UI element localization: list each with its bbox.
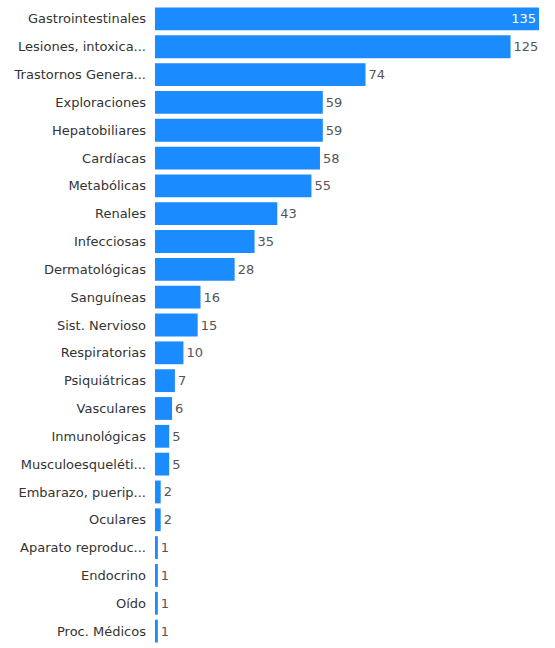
svg-text:1: 1 (161, 596, 169, 611)
svg-text:Hepatobiliares: Hepatobiliares (52, 123, 146, 138)
svg-text:Aparato reproduc...: Aparato reproduc... (20, 540, 146, 555)
svg-text:59: 59 (326, 95, 343, 110)
svg-text:Embarazo, puerip...: Embarazo, puerip... (18, 485, 146, 500)
svg-text:Metabólicas: Metabólicas (68, 178, 146, 193)
svg-text:58: 58 (323, 151, 340, 166)
svg-text:74: 74 (368, 67, 385, 82)
svg-text:Oído: Oído (116, 596, 146, 611)
svg-text:15: 15 (201, 318, 218, 333)
svg-text:Lesiones, intoxica...: Lesiones, intoxica... (18, 39, 146, 54)
svg-text:2: 2 (164, 484, 172, 499)
svg-text:2: 2 (164, 512, 172, 527)
svg-text:Exploraciones: Exploraciones (55, 95, 146, 110)
svg-text:55: 55 (314, 178, 331, 193)
svg-text:1: 1 (161, 624, 169, 639)
svg-text:7: 7 (178, 373, 186, 388)
svg-text:Sanguíneas: Sanguíneas (70, 290, 146, 305)
svg-text:Dermatológicas: Dermatológicas (44, 262, 146, 277)
svg-text:10: 10 (186, 345, 203, 360)
svg-text:Endocrino: Endocrino (81, 568, 146, 583)
svg-text:1: 1 (161, 540, 169, 555)
svg-text:135: 135 (511, 11, 536, 26)
svg-text:28: 28 (238, 262, 255, 277)
svg-text:59: 59 (326, 123, 343, 138)
svg-text:Cardíacas: Cardíacas (82, 151, 146, 166)
svg-text:Respiratorias: Respiratorias (61, 345, 146, 360)
svg-text:Gastrointestinales: Gastrointestinales (28, 11, 146, 26)
svg-text:Renales: Renales (95, 206, 146, 221)
svg-text:Vasculares: Vasculares (77, 401, 147, 416)
svg-text:Oculares: Oculares (89, 512, 146, 527)
svg-text:6: 6 (175, 401, 183, 416)
svg-text:5: 5 (172, 457, 180, 472)
svg-text:43: 43 (280, 206, 297, 221)
svg-text:16: 16 (204, 290, 221, 305)
svg-text:Proc. Médicos: Proc. Médicos (57, 624, 146, 639)
svg-text:5: 5 (172, 429, 180, 444)
svg-text:Psiquiátricas: Psiquiátricas (64, 373, 146, 388)
svg-text:Infecciosas: Infecciosas (74, 234, 146, 249)
svg-text:Inmunológicas: Inmunológicas (52, 429, 147, 444)
svg-text:125: 125 (514, 39, 539, 54)
svg-text:Musculoesqueléti...: Musculoesqueléti... (21, 457, 146, 472)
svg-text:Trastornos Genera...: Trastornos Genera... (14, 67, 146, 82)
svg-text:35: 35 (258, 234, 275, 249)
svg-text:Sist. Nervioso: Sist. Nervioso (57, 318, 146, 333)
svg-text:1: 1 (161, 568, 169, 583)
